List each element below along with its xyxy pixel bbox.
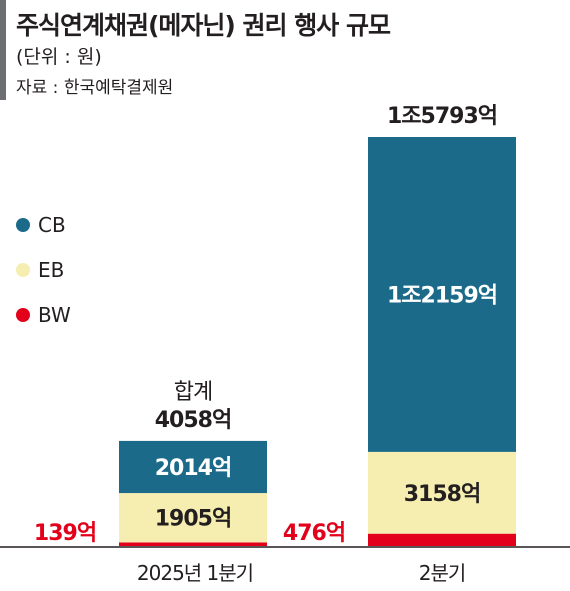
source-label: 자료 : 한국예탁결제원 [16,78,174,98]
legend-item-cb: CB [16,213,71,237]
total-label-0-1: 4058억 [155,408,231,433]
bar-cb-0 [119,440,267,494]
chart-title: 주식연계채권(메자닌) 권리 행사 규모 [16,11,391,40]
title-accent-bar [0,0,6,100]
unit-label: (단위 : 원) [16,46,102,68]
legend-item-bw: BW [16,303,71,327]
bar-bw-0 [119,542,267,546]
data-label-cb-1: 1조2159억 [387,283,497,308]
legend-label-cb: CB [38,213,66,237]
legend-swatch-bw [16,308,30,322]
data-label-bw-0: 139억 [34,521,96,546]
bar-eb-1 [368,451,516,534]
total-label-1-0: 1조5793억 [387,104,497,129]
legend-swatch-eb [16,263,30,277]
bar-bw-1 [368,533,516,546]
legend-label-bw: BW [38,303,71,327]
legend-label-eb: EB [38,258,65,282]
data-label-bw-1: 476억 [283,521,345,546]
legend: CB EB BW [16,213,71,349]
data-label-eb-0: 1905억 [155,507,231,532]
total-label-0-0: 합계 [174,380,212,405]
legend-swatch-cb [16,218,30,232]
data-label-cb-0: 2014억 [155,456,231,481]
category-label-0: 2025년 1분기 [137,561,253,585]
category-label-1: 2분기 [419,561,466,585]
bar-eb-0 [119,493,267,543]
data-label-eb-1: 3158억 [404,482,480,507]
legend-item-eb: EB [16,258,71,282]
bar-cb-1 [368,137,516,452]
